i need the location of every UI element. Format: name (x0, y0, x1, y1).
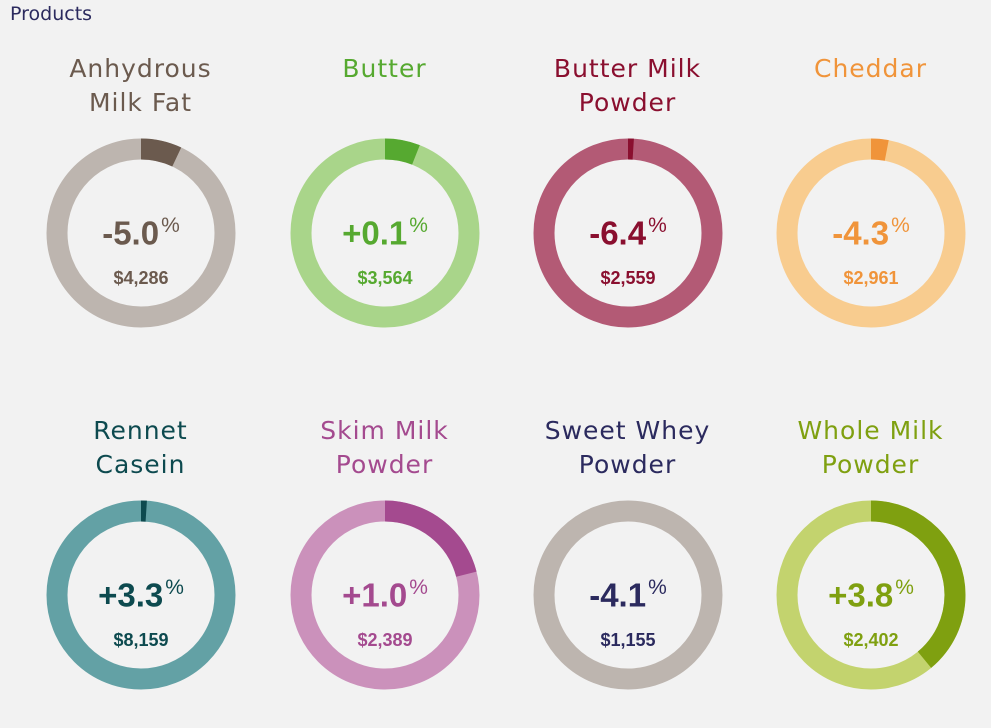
product-name-line: Cheddar (813, 54, 928, 83)
product-card[interactable]: Butter +0.1% $3,564 (263, 0, 506, 360)
percent-sign: % (161, 214, 180, 237)
donut-chart: +1.0% $2,389 (290, 500, 480, 690)
price-value: $8,159 (113, 630, 169, 650)
percent-change: -4.3% (776, 214, 966, 253)
donut-segment (46, 500, 236, 690)
percent-value: -4.1 (589, 576, 647, 614)
percent-value: +3.3 (98, 576, 164, 614)
percent-sign: % (409, 576, 428, 599)
donut-chart: -4.3% $2,961 (776, 138, 966, 328)
donut-chart: -5.0% $4,286 (46, 138, 236, 328)
donut-segment (776, 138, 966, 328)
donut-segment (290, 138, 480, 328)
product-name: Butter (263, 52, 506, 86)
percent-value: -4.3 (832, 214, 890, 252)
product-name-line: Casein (95, 450, 186, 479)
product-card[interactable]: Rennet Casein +3.3% $8,159 (19, 362, 262, 722)
price-value: $4,286 (113, 268, 169, 288)
percent-value: +3.8 (828, 576, 894, 614)
percent-change: +0.1% (290, 214, 480, 253)
donut-chart: +3.8% $2,402 (776, 500, 966, 690)
donut-chart: -6.4% $2,559 (533, 138, 723, 328)
percent-change: +3.8% (776, 576, 966, 615)
percent-change: -4.1% (533, 576, 723, 615)
price-value: $3,564 (357, 268, 413, 288)
product-name-line: Powder (578, 88, 677, 117)
percent-change: -5.0% (46, 214, 236, 253)
percent-value: -6.4 (589, 214, 647, 252)
product-name-line: Powder (335, 450, 434, 479)
percent-sign: % (895, 576, 914, 599)
donut-segment (776, 500, 966, 690)
percent-value: -5.0 (102, 214, 160, 252)
product-card[interactable]: Cheddar -4.3% $2,961 (749, 0, 991, 360)
product-name: Rennet Casein (19, 414, 262, 482)
product-card[interactable]: Skim Milk Powder +1.0% $2,389 (263, 362, 506, 722)
price-value: $2,402 (843, 630, 899, 650)
product-name: Cheddar (749, 52, 991, 86)
product-name-line: Butter (342, 54, 427, 83)
donut-chart: +0.1% $3,564 (290, 138, 480, 328)
product-name-line: Rennet (93, 416, 188, 445)
product-name-line: Powder (821, 450, 920, 479)
price-value: $2,559 (600, 268, 656, 288)
donut-svg (46, 138, 236, 328)
product-name: Whole Milk Powder (749, 414, 991, 482)
percent-change: +1.0% (290, 576, 480, 615)
donut-chart: -4.1% $1,155 (533, 500, 723, 690)
donut-segment (290, 500, 480, 690)
percent-value: +1.0 (342, 576, 408, 614)
product-card[interactable]: Whole Milk Powder +3.8% $2,402 (749, 362, 991, 722)
product-name-line: Anhydrous (69, 54, 212, 83)
product-card[interactable]: Butter Milk Powder -6.4% $2,559 (506, 0, 749, 360)
product-name: Sweet Whey Powder (506, 414, 749, 482)
donut-track (533, 500, 723, 690)
product-name-line: Butter Milk (553, 54, 702, 83)
donut-chart: +3.3% $8,159 (46, 500, 236, 690)
product-name: Butter Milk Powder (506, 52, 749, 120)
product-name: Skim Milk Powder (263, 414, 506, 482)
product-card[interactable]: Sweet Whey Powder -4.1% $1,155 (506, 362, 749, 722)
product-name-line: Sweet Whey (544, 416, 711, 445)
donut-svg (776, 500, 966, 690)
percent-sign: % (165, 576, 184, 599)
section-title: Products (10, 3, 93, 25)
product-name-line: Whole Milk (797, 416, 944, 445)
donut-svg (776, 138, 966, 328)
donut-svg (46, 500, 236, 690)
percent-sign: % (648, 576, 667, 599)
percent-sign: % (409, 214, 428, 237)
percent-change: +3.3% (46, 576, 236, 615)
donut-segment (46, 138, 236, 328)
price-value: $2,961 (843, 268, 899, 288)
donut-segment (533, 138, 723, 328)
donut-svg (533, 500, 723, 690)
product-name-line: Milk Fat (88, 88, 193, 117)
product-name-line: Powder (578, 450, 677, 479)
percent-sign: % (891, 214, 910, 237)
percent-sign: % (648, 214, 667, 237)
price-value: $1,155 (600, 630, 656, 650)
donut-svg (290, 138, 480, 328)
donut-svg (290, 500, 480, 690)
percent-value: +0.1 (342, 214, 408, 252)
product-name: Anhydrous Milk Fat (19, 52, 262, 120)
price-value: $2,389 (357, 630, 413, 650)
donut-svg (533, 138, 723, 328)
product-name-line: Skim Milk (320, 416, 449, 445)
percent-change: -6.4% (533, 214, 723, 253)
product-card[interactable]: Anhydrous Milk Fat -5.0% $4,286 (19, 0, 262, 360)
